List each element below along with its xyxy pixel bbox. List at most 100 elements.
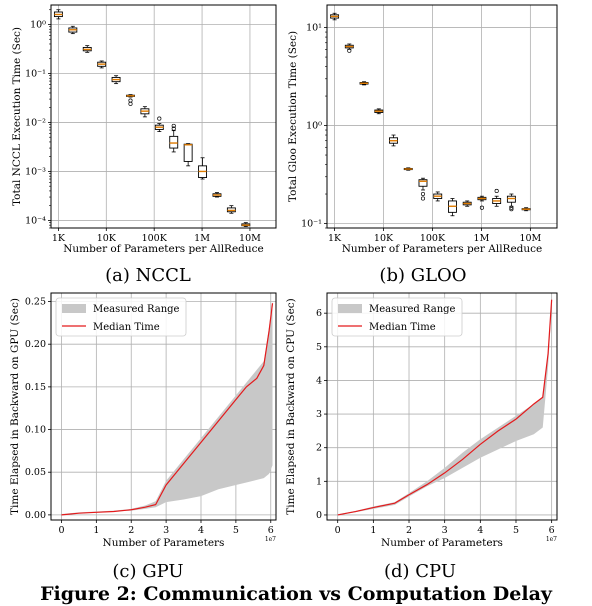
y-tick-label: 0.05 [25, 467, 46, 478]
panel-gpu: 0 1 2 3 4 5 6 0.00 0.05 0.10 0.15 0.20 0.25 1e7 Number… [9, 292, 277, 549]
box-outlier [171, 126, 176, 131]
box-outlier [347, 48, 352, 53]
box-plot [418, 177, 428, 201]
box-plot [140, 106, 150, 118]
box-plot [241, 222, 251, 227]
box-outlier [128, 101, 133, 106]
box-plot [374, 108, 384, 115]
box-plot [403, 167, 413, 171]
x-tick-label: 3 [442, 525, 448, 536]
legend-frame [55, 297, 187, 337]
box-outlier [509, 207, 514, 212]
y-axis-label: Time Elapsed in Backward on GPU (Sec) [9, 298, 21, 515]
y-tick-label: 10⁻⁴ [25, 215, 46, 226]
x-tick-label: 0 [335, 525, 341, 536]
x-tick-label: 100K [420, 233, 446, 244]
plot-frame [326, 4, 558, 229]
x-tick-label: 3 [163, 525, 169, 536]
y-axis-label: Total NCCL Execution Time (Sec) [11, 27, 23, 206]
x-tick-label: 100K [142, 233, 168, 244]
legend-label-median: Median Time [93, 322, 160, 333]
x-tick-label: 4 [198, 525, 204, 536]
box-plot [111, 75, 121, 85]
x-tick-label: 4 [477, 525, 483, 536]
x-tick-label: 10K [97, 233, 117, 244]
y-tick-label: 10⁻¹ [25, 68, 46, 79]
box-iqr [418, 179, 428, 187]
x-tick-label: 1K [328, 233, 342, 244]
legend: Measured Range Median Time [331, 297, 463, 337]
y-tick-label: 10⁰ [306, 121, 322, 132]
x-axis-label: Number of Parameters per AllReduce [342, 243, 543, 255]
x-axis-label: Number of Parameters [103, 537, 225, 549]
box-plot [521, 207, 531, 212]
box-outlier [509, 205, 514, 210]
y-tick-label: 0 [316, 510, 322, 521]
y-tick-label: 10¹ [306, 23, 322, 34]
x-tick-label: 2 [128, 525, 134, 536]
box-plot [389, 134, 398, 147]
box-outlier [157, 116, 162, 121]
box-outlier [128, 98, 133, 103]
box-outlier [479, 205, 484, 210]
box-plot [506, 193, 516, 212]
y-tick-label: 1 [316, 476, 322, 487]
legend-label-range: Measured Range [369, 304, 456, 315]
y-axis-label: Time Elapsed in Backward on CPU (Sec) [285, 298, 297, 515]
box-plot [82, 45, 92, 53]
box-outlier [494, 188, 499, 193]
y-tick-label: 0.10 [25, 425, 46, 436]
x-tick-label: 1 [370, 525, 376, 536]
box-plot [169, 123, 179, 153]
x-tick-label: 2 [406, 525, 412, 536]
y-tick-label: 2 [316, 443, 322, 454]
box-iqr [169, 135, 179, 149]
box-iqr [506, 195, 516, 203]
y-tick-label: 10⁻¹ [301, 219, 322, 230]
box-plot [462, 200, 472, 207]
box-plot [154, 116, 164, 133]
x-tick-label: 10M [519, 233, 541, 244]
x-tick-label: 1K [52, 233, 66, 244]
x-axis-label: Number of Parameters per AllReduce [63, 243, 264, 255]
legend-label-range: Measured Range [93, 304, 180, 315]
box-plot [212, 192, 222, 198]
legend-frame [331, 297, 463, 337]
median-time-line [61, 303, 274, 516]
legend-swatch-range [338, 304, 362, 313]
measured-range-band [61, 301, 273, 515]
figure-caption: Figure 2: Communication vs Computation D… [40, 583, 553, 605]
box-plot [344, 43, 354, 53]
box-plot [330, 12, 340, 21]
x-tick-label: 6 [549, 525, 555, 536]
box-plot [183, 143, 193, 167]
box-plot [448, 198, 457, 217]
box-plot [359, 81, 369, 86]
x-multiplier-label: 1e7 [265, 536, 276, 543]
panel-nccl: 1K 10K 100K 1M 10M 10⁰ 10⁻¹ 10⁻² 10⁻³ 10⁻⁴ Number … [11, 4, 277, 255]
x-tick-label: 10K [374, 233, 394, 244]
median-time-line [337, 299, 553, 516]
subtitle-d: (d) CPU [384, 561, 456, 582]
box-plot [53, 9, 63, 20]
measured-range-band [337, 298, 552, 515]
y-tick-label: 3 [316, 409, 322, 420]
y-tick-label: 0.25 [25, 297, 46, 308]
y-axis-label: Total Gloo Execution Time (Sec) [287, 31, 299, 202]
plot-frame [326, 292, 558, 521]
box-plot [433, 191, 443, 202]
x-tick-label: 1 [93, 525, 99, 536]
x-tick-label: 5 [513, 525, 519, 536]
y-tick-label: 0.15 [25, 382, 46, 393]
legend-label-median: Median Time [369, 322, 436, 333]
plot-frame [50, 292, 277, 521]
x-multiplier-label: 1e7 [546, 536, 557, 543]
x-tick-label: 1M [474, 233, 490, 244]
box-plot [198, 157, 208, 180]
x-tick-label: 10M [239, 233, 261, 244]
box-plot [68, 25, 78, 35]
box-plot [226, 205, 236, 214]
panel-gloo: 1K 10K 100K 1M 10M 10¹ 10⁰ 10⁻¹ Number of Parame… [287, 4, 558, 255]
y-tick-label: 10⁰ [30, 19, 46, 30]
